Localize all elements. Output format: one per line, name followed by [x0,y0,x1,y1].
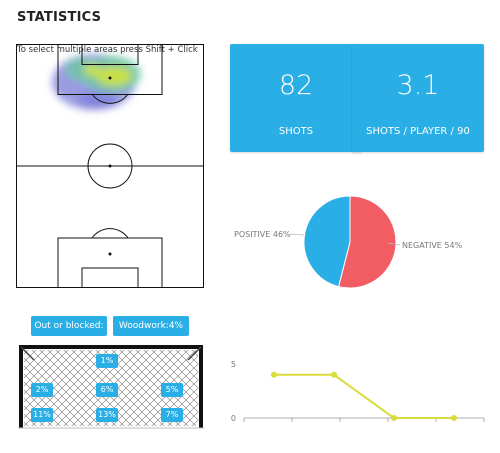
line-series [271,371,457,421]
page-title: STATISTICS [17,10,102,25]
kpi-shots-value: 82 [278,70,314,101]
line-series-path [274,373,454,419]
pie-slice-negative [337,195,397,289]
kpi-shots: 82 SHOTS [230,44,362,152]
kpi-shots-per-player-label: SHOTS / PLAYER / 90 [366,126,470,137]
goal-zone-low-right[interactable]: 7% [161,408,183,422]
pie-leader-negative [387,242,401,246]
shots-quality-pie: POSITIVE 46% NEGATIVE 54% [234,195,463,289]
line-point [391,415,397,421]
goal-zone-mid-right[interactable]: 5% [161,383,183,397]
shots-trend-chart: 05 [231,360,485,423]
selection-hint: To select multiple areas press Shift + C… [17,45,198,55]
goal-zone-low-left[interactable]: 11% [31,408,53,422]
line-point [451,415,457,421]
pitch-heatmap[interactable] [16,44,204,288]
out-or-blocked-badge[interactable]: Out or blocked: 51% [31,316,107,351]
goal-zone-low-center[interactable]: 13% [96,408,118,422]
heatmap-layer [52,54,141,110]
goal-zone-top-center[interactable]: 1% [96,354,118,368]
woodwork-badge[interactable]: Woodwork:4% [113,316,189,336]
penalty-spot-bottom [108,252,112,256]
penalty-spot-top [108,76,112,80]
line-y-tick-label: 0 [231,414,236,423]
pie-leader-positive [289,233,305,236]
goal-zone-mid-left[interactable]: 2% [31,383,53,397]
kpi-shots-per-player-value: 3.1 [396,70,440,101]
net-shade-right [187,346,202,361]
pie-label-positive: POSITIVE 46% [234,230,291,239]
center-spot [108,164,112,168]
kpi-shots-per-player: 3.1 SHOTS / PLAYER / 90 [352,44,484,152]
pie-slices [303,195,397,289]
line-point [271,371,277,378]
pie-slice-positive [303,195,351,288]
goal-frame [19,345,203,428]
line-point [331,371,337,378]
pie-label-negative: NEGATIVE 54% [402,241,463,250]
net-shade-left [20,346,35,361]
kpi-shots-label: SHOTS [278,126,314,137]
goal-zone-mid-center[interactable]: 6% [96,383,118,397]
line-y-tick-label: 5 [231,360,236,369]
